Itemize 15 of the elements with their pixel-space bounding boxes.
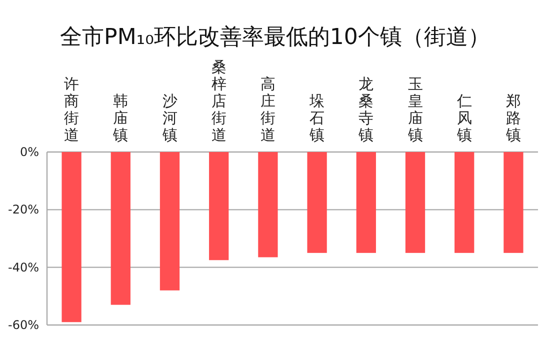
x-tick-label: 龙桑寺镇 [358,75,374,144]
x-tick-label: 垛石镇 [308,92,325,144]
y-tick-label: -40% [8,260,39,274]
y-tick-label: -60% [8,318,39,332]
x-tick-label: 仁风镇 [456,92,472,144]
x-tick-label: 韩庙镇 [112,92,128,144]
x-tick-label: 高庄街道 [260,75,276,144]
y-tick-label: 0% [20,145,39,159]
x-tick-label: 郑路镇 [504,92,521,144]
x-tick-label: 玉皇庙镇 [406,75,423,144]
x-tick-label: 许商街道 [64,75,80,144]
y-tick-label: -20% [8,202,39,217]
x-tick-label: 桑梓店街道 [211,58,226,144]
chart-title: 全市PM₁₀环比改善率最低的10个镇（街道） [60,25,490,50]
x-tick-label: 沙河镇 [161,92,178,144]
